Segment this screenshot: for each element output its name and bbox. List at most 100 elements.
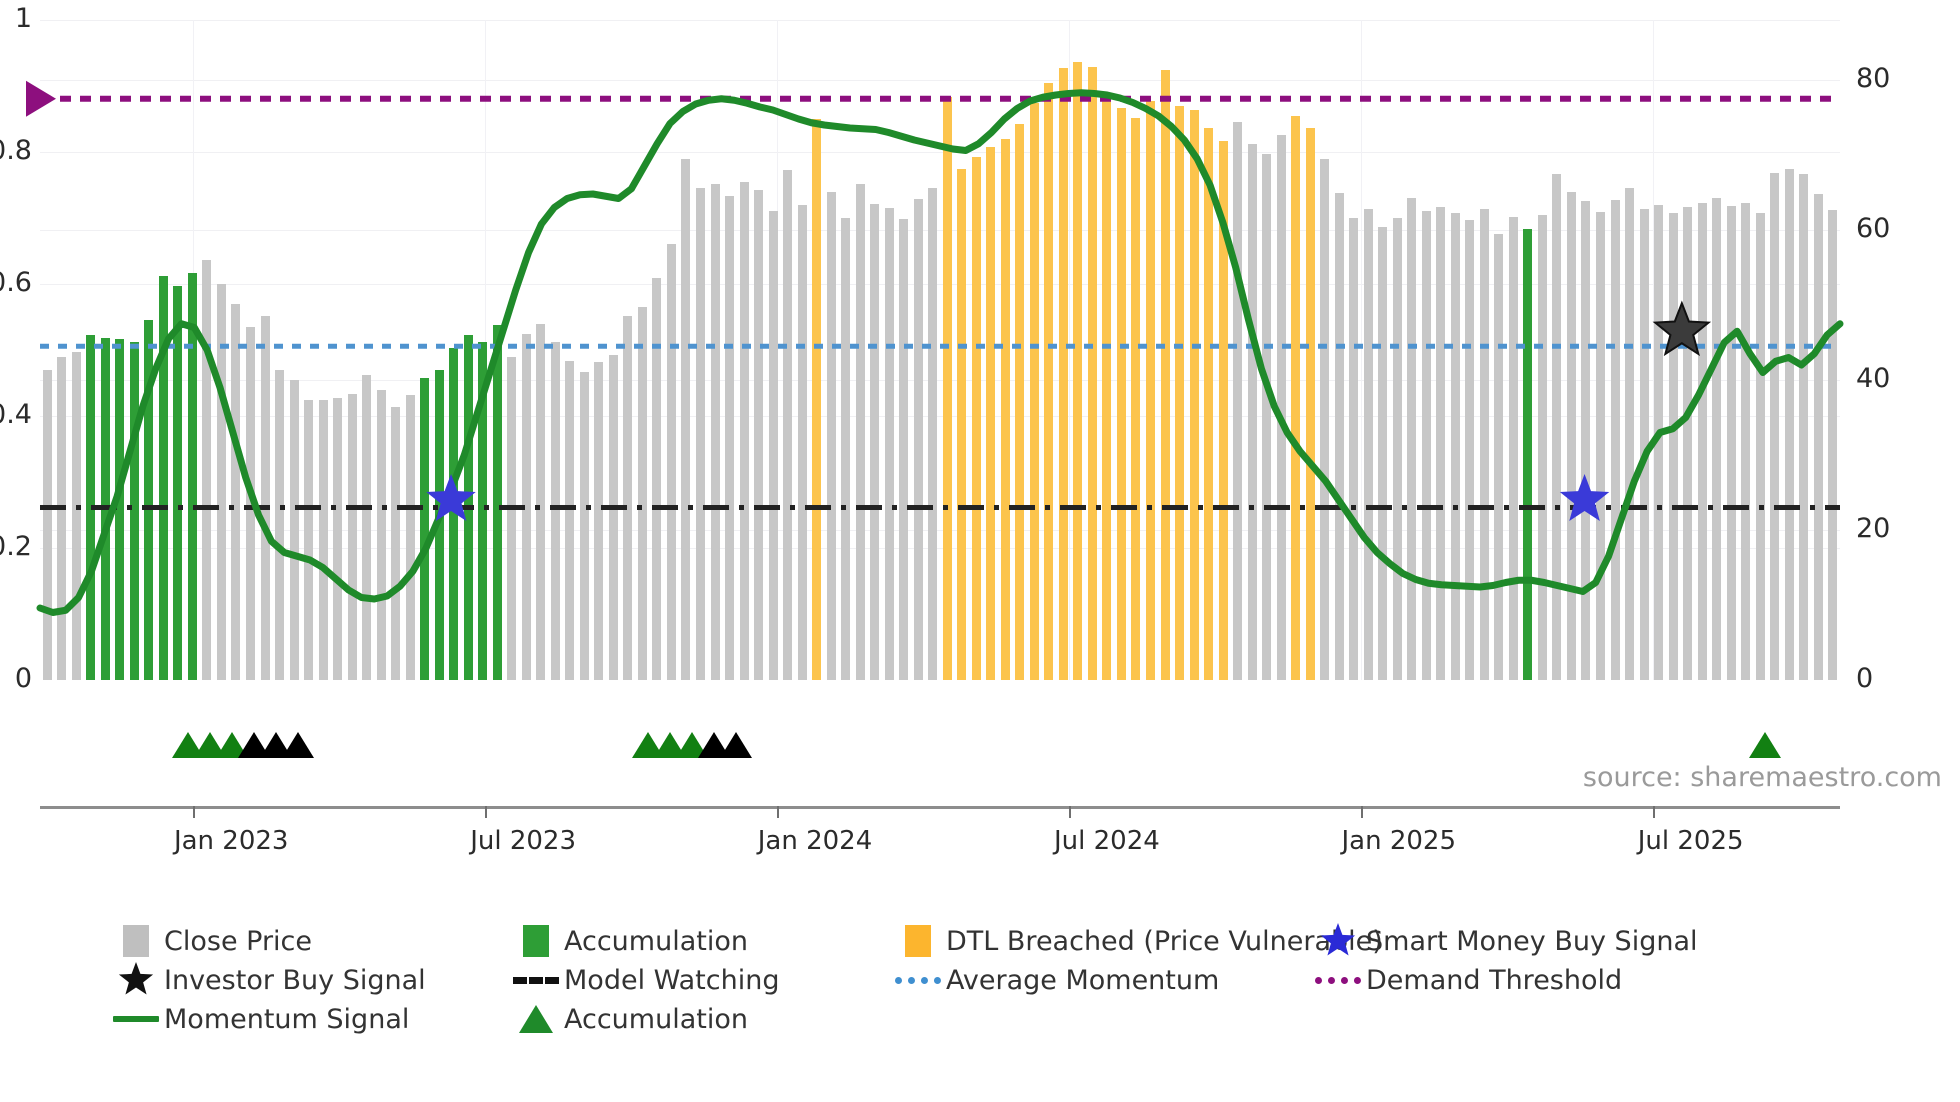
bar-close — [1625, 188, 1635, 680]
smart-money-buy-signal-star-icon — [1320, 923, 1356, 956]
legend-item-accumulation-triangle[interactable]: Accumulation — [508, 1004, 890, 1035]
legend-item-label: Investor Buy Signal — [164, 964, 426, 996]
chart-legend: Close Price Accumulation DTL Breached (Pri… — [108, 922, 1908, 1039]
bar-close — [521, 334, 531, 680]
legend-item-model-watching[interactable]: Model Watching — [508, 965, 890, 996]
legend-item-label: Momentum Signal — [164, 1003, 410, 1035]
gridline-horizontal — [40, 20, 1840, 21]
legend-item-label: Model Watching — [564, 964, 780, 996]
bar-accum — [478, 342, 488, 680]
bar-close — [333, 397, 343, 680]
bar-close — [768, 210, 778, 680]
bar-close — [681, 158, 691, 680]
legend-item-label: Smart Money Buy Signal — [1366, 925, 1698, 957]
bar-close — [405, 394, 415, 680]
bar-accum — [1523, 229, 1533, 680]
x-axis-tick-mark — [776, 806, 779, 818]
gridline-vertical — [1652, 20, 1654, 680]
bar-close — [1465, 219, 1475, 680]
legend-item-accumulation-bar[interactable]: Accumulation — [508, 925, 890, 957]
bar-close — [1436, 207, 1446, 680]
dtl-breached-key — [890, 925, 946, 957]
bar-accum — [187, 272, 197, 680]
bar-close — [754, 190, 764, 680]
legend-item-average-momentum[interactable]: Average Momentum — [890, 965, 1310, 996]
bar-close — [1552, 173, 1562, 680]
bar-close — [536, 323, 546, 680]
bar-dtl — [1145, 100, 1155, 680]
bar-close — [725, 195, 735, 680]
legend-item-label: Accumulation — [564, 925, 748, 957]
bar-dtl — [971, 156, 981, 680]
bar-close — [826, 191, 836, 680]
accumulation-triangle-key — [508, 1005, 564, 1033]
smart-money-buy-signal-key — [1310, 922, 1366, 960]
legend-item-demand-threshold[interactable]: Demand Threshold — [1310, 965, 1690, 996]
bar-close — [666, 243, 676, 680]
legend-item-label: Accumulation — [564, 1003, 748, 1035]
bar-close — [1378, 227, 1388, 680]
bar-close — [1494, 233, 1504, 680]
bar-close — [579, 372, 589, 680]
bar-close — [1813, 194, 1823, 680]
bar-accum — [449, 348, 459, 680]
legend-item-dtl-breached[interactable]: DTL Breached (Price Vulnerable) — [890, 925, 1383, 957]
y-axis-right-tick: 60 — [1856, 213, 1891, 244]
bar-close — [391, 406, 401, 680]
bar-dtl — [1160, 69, 1170, 680]
bar-close — [362, 375, 372, 680]
bar-close — [1828, 210, 1838, 680]
legend-item-close-price[interactable]: Close Price — [108, 925, 508, 957]
bar-dtl — [812, 119, 822, 680]
bar-close — [594, 361, 604, 680]
momentum-signal-line-icon — [113, 1016, 159, 1022]
bar-close — [1639, 208, 1649, 680]
bar-close — [1799, 174, 1809, 680]
bar-accum — [115, 339, 125, 680]
dtl-breached-swatch-icon — [905, 925, 931, 957]
investor-buy-signal-key — [108, 961, 164, 999]
model-watching-key — [508, 976, 564, 984]
bar-close — [289, 379, 299, 680]
bar-close — [1581, 200, 1591, 680]
bar-close — [1726, 206, 1736, 680]
bar-close — [710, 184, 720, 680]
momentum-signal-key — [108, 1016, 164, 1022]
gridline-horizontal — [40, 530, 1840, 531]
bar-dtl — [1291, 115, 1301, 680]
x-axis-tick-label: Jul 2023 — [470, 826, 576, 856]
y-axis-left-tick: 0.8 — [0, 135, 32, 166]
gridline-horizontal — [40, 380, 1840, 381]
close-price-swatch-icon — [123, 925, 149, 957]
bar-close — [1450, 213, 1460, 680]
x-axis-tick-label: Jan 2024 — [757, 826, 873, 856]
demand-threshold-dot-icon — [1315, 976, 1361, 984]
bar-close — [565, 360, 575, 680]
legend-item-investor-buy-signal[interactable]: Investor Buy Signal — [108, 961, 508, 999]
smart-money-buy-star-icon — [1559, 474, 1610, 522]
y-axis-left-tick: 0.2 — [0, 531, 32, 562]
legend-item-smart-money-buy-signal[interactable]: Smart Money Buy Signal — [1310, 922, 1698, 960]
bar-close — [608, 355, 618, 680]
y-axis-right-tick: 80 — [1856, 63, 1891, 94]
average-momentum-dot-icon — [895, 976, 941, 984]
gridline-vertical — [1068, 20, 1070, 680]
legend-row: Close Price Accumulation DTL Breached (Pri… — [108, 922, 1908, 960]
bar-dtl — [1218, 141, 1228, 680]
bar-close — [376, 390, 386, 680]
legend-row: Investor Buy Signal Model Watching Average… — [108, 961, 1908, 999]
bar-close — [1421, 211, 1431, 680]
bar-close — [260, 315, 270, 680]
investor-buy-star-icon — [1652, 300, 1712, 357]
gridline-horizontal — [40, 548, 1840, 549]
plot-area — [26, 20, 1844, 680]
bar-close — [71, 351, 81, 680]
bar-accum — [173, 285, 183, 680]
x-axis-tick-mark — [1652, 806, 1655, 818]
legend-item-momentum-signal[interactable]: Momentum Signal — [108, 1004, 508, 1035]
x-axis-tick-label: Jul 2024 — [1053, 826, 1160, 856]
bar-dtl — [1305, 128, 1315, 680]
bar-close — [1697, 203, 1707, 680]
accumulation-triangle-icon — [281, 732, 314, 758]
